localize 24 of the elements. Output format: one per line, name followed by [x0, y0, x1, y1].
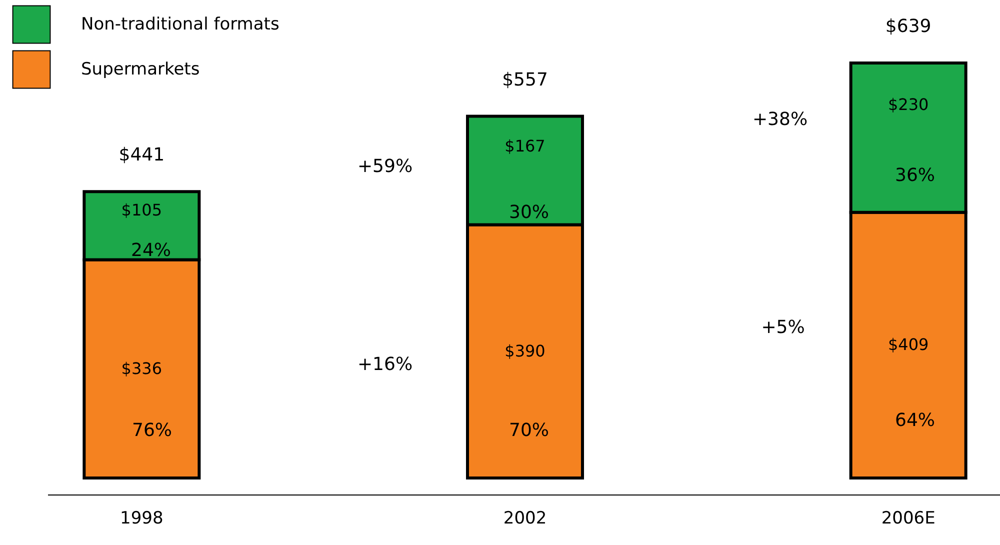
data-label: $105 — [121, 200, 162, 220]
x-tick-label: 2002 — [503, 508, 547, 528]
annotation: 24% — [130, 240, 172, 261]
data-label: $230 — [888, 94, 929, 114]
data-label: $409 — [888, 335, 929, 354]
x-tick-label: 1998 — [120, 508, 164, 528]
legend-label: Non-traditional formats — [81, 14, 280, 34]
data-label: $167 — [504, 136, 546, 156]
total-label: $441 — [118, 144, 165, 166]
annotation: +5% — [761, 317, 805, 338]
annotation: 30% — [508, 202, 550, 223]
x-tick-label: 2006E — [881, 508, 936, 528]
annotation: 70% — [508, 420, 550, 441]
annotation: 36% — [894, 165, 936, 186]
annotation: 64% — [894, 410, 936, 431]
annotation: +38% — [752, 109, 808, 130]
data-label: $336 — [121, 358, 162, 378]
total-label: $557 — [502, 69, 548, 90]
legend-label: Supermarkets — [81, 60, 200, 80]
annotation: +16% — [357, 354, 413, 375]
total-label: $639 — [885, 16, 932, 37]
annotation: +59% — [357, 156, 413, 177]
data-label: $390 — [504, 341, 546, 360]
annotation: 76% — [132, 420, 172, 441]
